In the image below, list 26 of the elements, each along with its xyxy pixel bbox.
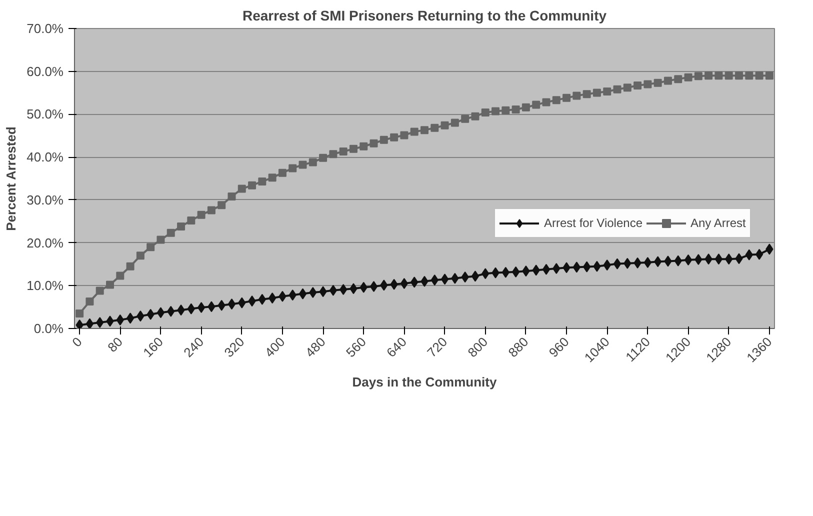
x-tick-label: 560 (342, 334, 369, 360)
y-tick-label: 60.0% (26, 64, 64, 79)
x-tick-label: 480 (302, 334, 328, 360)
x-tick-label: 720 (424, 334, 450, 360)
y-tick-label: 20.0% (26, 235, 64, 250)
x-tick-label: 80 (104, 334, 126, 356)
x-tick-label: 880 (505, 334, 532, 360)
x-tick-label: 800 (464, 334, 491, 360)
chart-title: Rearrest of SMI Prisoners Returning to the Community (242, 8, 607, 24)
x-tick-label: 160 (140, 334, 166, 360)
x-axis-title: Days in the Community (352, 374, 498, 390)
x-tick-label: 400 (262, 334, 288, 360)
y-tick-label: 40.0% (26, 150, 64, 165)
y-tick-label: 10.0% (26, 278, 64, 294)
legend-label: Arrest for Violence (544, 216, 642, 230)
x-tick-label: 320 (221, 334, 248, 360)
x-tick-label: 0 (69, 334, 85, 350)
y-tick-label: 30.0% (26, 192, 64, 208)
y-tick-label: 70.0% (26, 21, 64, 36)
x-tick-label: 640 (384, 334, 410, 360)
legend-label: Any Arrest (690, 216, 746, 230)
y-axis-title: Percent Arrested (4, 126, 19, 231)
y-tick-label: 50.0% (26, 106, 64, 122)
x-tick-label: 960 (546, 334, 572, 360)
x-tick-label: 240 (180, 334, 207, 360)
y-tick-label: 0.0% (34, 321, 64, 336)
